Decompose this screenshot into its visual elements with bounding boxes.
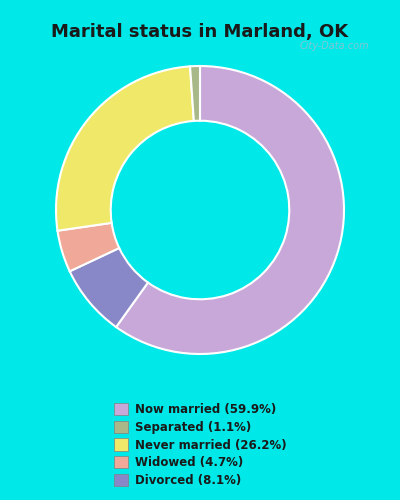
Text: City-Data.com: City-Data.com xyxy=(300,41,369,51)
Wedge shape xyxy=(116,66,344,354)
Legend: Now married (59.9%), Separated (1.1%), Never married (26.2%), Widowed (4.7%), Di: Now married (59.9%), Separated (1.1%), N… xyxy=(114,403,286,487)
Text: Marital status in Marland, OK: Marital status in Marland, OK xyxy=(52,22,348,40)
Wedge shape xyxy=(56,66,194,230)
Wedge shape xyxy=(70,248,148,327)
Wedge shape xyxy=(190,66,200,121)
Wedge shape xyxy=(58,223,119,272)
